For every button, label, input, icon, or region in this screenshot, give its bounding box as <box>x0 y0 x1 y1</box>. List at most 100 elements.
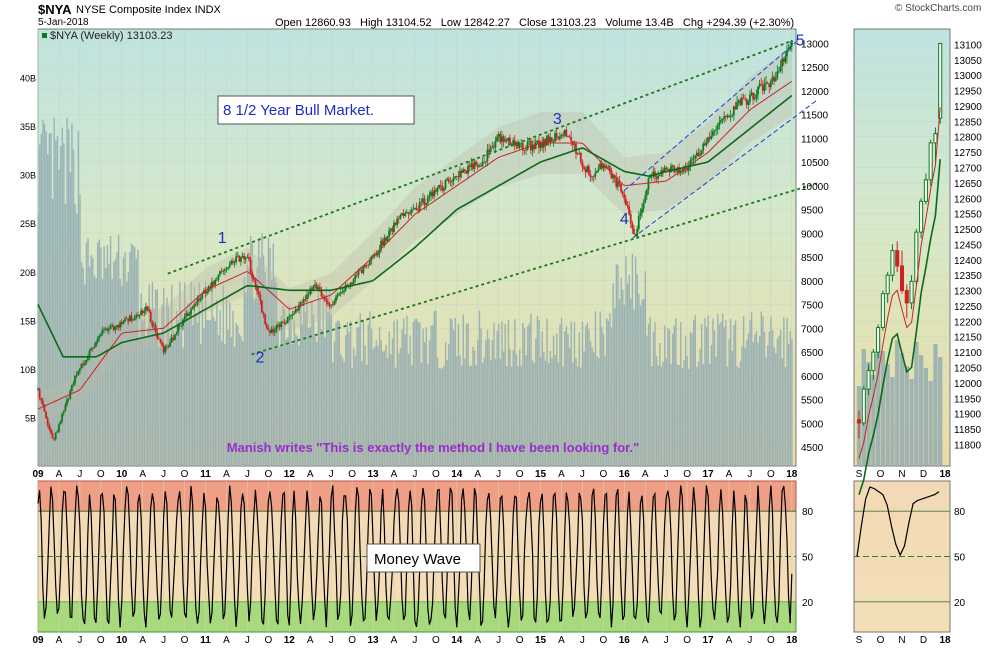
volume-bar <box>634 256 637 466</box>
volume-bar <box>771 330 774 466</box>
price-candle-body <box>739 100 742 105</box>
volume-bar <box>172 329 175 466</box>
price-candle-body <box>196 298 199 305</box>
x-tick-label: A <box>391 469 398 480</box>
price-candle-body <box>267 327 270 331</box>
price-candle-body <box>285 323 287 324</box>
price-candle-body <box>367 265 370 266</box>
volume-bar <box>204 281 207 466</box>
price-candle-body <box>185 313 188 317</box>
price-candle-body <box>246 257 249 258</box>
price-candle-body <box>349 282 352 286</box>
volume-bar <box>192 325 194 466</box>
price-candle-body <box>771 76 774 81</box>
price-candle-body <box>768 83 771 88</box>
price-candle-body <box>782 58 785 62</box>
price-candle-body <box>116 324 118 328</box>
volume-bar <box>114 259 117 466</box>
price-candle-body <box>539 141 542 148</box>
volume-bar <box>541 331 543 466</box>
volume-bar <box>174 336 176 466</box>
price-candle-body <box>446 178 449 181</box>
price-candle-body <box>547 135 550 143</box>
volume-bar <box>71 123 73 466</box>
volume-bar <box>596 355 598 466</box>
price-candle-body <box>492 146 495 148</box>
x-tick-label: J <box>412 469 417 480</box>
annotation-box <box>217 95 415 125</box>
volume-bar <box>206 320 208 466</box>
price-candle-body <box>423 198 426 205</box>
price-candle-body <box>642 202 645 209</box>
volume-bar <box>154 289 157 466</box>
x-tick-label: A <box>307 469 314 480</box>
volume-bar <box>414 319 416 466</box>
volume-bar <box>393 320 395 466</box>
volume-bar <box>594 311 597 466</box>
volume-bar <box>630 298 632 466</box>
volume-bar <box>560 318 563 466</box>
x-tick-label: A <box>474 469 481 480</box>
osc-label-text: Money Wave <box>374 551 461 568</box>
price-candle-body <box>51 433 54 439</box>
volume-bar <box>332 362 334 466</box>
price-candle-body <box>415 207 418 211</box>
price-candle-body <box>119 322 122 328</box>
volume-bar <box>375 339 378 466</box>
price-candle-body <box>249 259 252 273</box>
y-tick-label: 10000 <box>801 182 829 193</box>
volume-bar <box>568 347 571 466</box>
price-candle-body <box>233 262 236 264</box>
zoom-candle-body <box>899 265 905 292</box>
price-candle-body <box>130 315 133 321</box>
volume-bar <box>101 278 104 466</box>
price-candle-body <box>504 139 507 142</box>
volume-bar <box>758 335 761 466</box>
volume-bar <box>647 323 650 466</box>
volume-bar <box>370 328 373 466</box>
price-candle-body <box>362 267 365 273</box>
price-candle-body <box>781 58 784 67</box>
price-candle-body <box>222 270 225 272</box>
x-tick-label: A <box>139 469 146 480</box>
price-candle-body <box>204 290 207 294</box>
volume-bar <box>441 368 444 466</box>
volume-bar <box>287 337 289 466</box>
price-candle-body <box>554 133 556 142</box>
price-candle-body <box>146 306 149 311</box>
volume-bar <box>259 257 262 466</box>
price-candle-body <box>491 146 494 149</box>
volume-bar <box>428 340 431 466</box>
volume-bar <box>649 317 651 466</box>
price-candle-body <box>75 374 78 376</box>
price-candle-body <box>647 177 650 190</box>
volume-bar <box>122 257 125 466</box>
volume-bar <box>327 312 329 466</box>
volume-bar <box>750 312 753 466</box>
price-candle-body <box>778 71 780 72</box>
x-tick-label: 18 <box>786 469 798 480</box>
price-candle-body <box>310 288 313 290</box>
annotation-text: 8 1/2 Year Bull Market. <box>223 102 374 119</box>
wave-label: 2 <box>256 349 265 366</box>
x-tick-label: J <box>747 469 752 480</box>
chart-date: 5-Jan-2018 <box>38 17 89 28</box>
price-candle-body <box>410 209 413 214</box>
price-candle-body <box>385 237 387 242</box>
volume-bar <box>221 341 223 466</box>
volume-bar <box>341 357 344 466</box>
price-candle-body <box>774 78 777 82</box>
price-candle-body <box>633 228 635 235</box>
volume-bar <box>153 308 155 466</box>
osc-x-tick-label: J <box>580 635 585 646</box>
volume-bar <box>45 131 47 467</box>
price-candle-body <box>307 294 310 295</box>
price-candle-body <box>54 432 57 440</box>
price-candle-body <box>314 284 316 286</box>
brand-credit: © StockCharts.com <box>895 3 982 14</box>
volume-bar <box>87 238 89 466</box>
volume-bar <box>237 325 239 466</box>
price-candle-body <box>652 171 655 175</box>
volume-bar <box>256 267 258 466</box>
